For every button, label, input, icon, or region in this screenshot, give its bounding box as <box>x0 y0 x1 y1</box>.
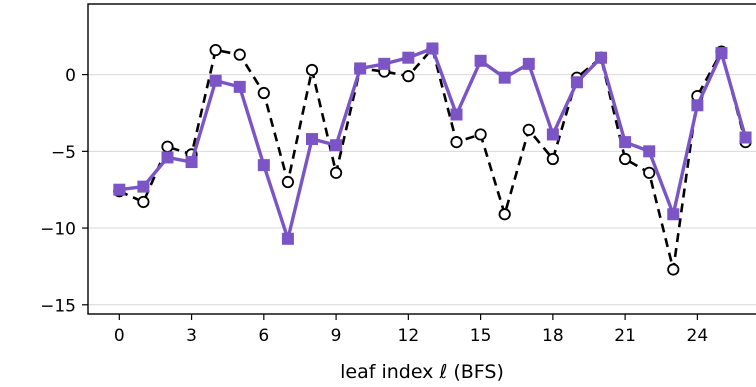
data-point-circle <box>402 70 415 83</box>
x-tick-label: 12 <box>398 326 420 346</box>
data-point-circle <box>498 208 511 221</box>
data-point-circle <box>281 175 295 189</box>
data-point-circle <box>233 48 246 61</box>
data-point-square <box>546 128 559 141</box>
data-point-circle <box>161 140 174 153</box>
data-point-square <box>257 159 270 172</box>
data-point-square <box>378 57 391 70</box>
data-point-square <box>619 136 632 149</box>
data-point-square <box>209 74 222 87</box>
data-point-circle <box>137 195 150 209</box>
x-tick-label: 24 <box>687 326 709 346</box>
y-tick-label: −15 <box>40 296 76 316</box>
data-point-square <box>354 62 367 75</box>
data-point-square <box>233 80 246 93</box>
data-point-circle <box>667 263 680 276</box>
series-line-dashed <box>118 45 747 270</box>
data-point-square <box>426 42 439 55</box>
data-point-square <box>137 180 150 193</box>
data-point-circle <box>450 136 463 149</box>
data-point-circle <box>643 166 656 179</box>
data-point-square <box>185 156 198 169</box>
data-point-square <box>498 71 511 84</box>
x-tick-label: 9 <box>331 326 342 346</box>
x-tick-label: 18 <box>542 326 564 346</box>
plot-frame <box>87 3 756 315</box>
data-point-circle <box>329 166 343 179</box>
y-tick-label: −5 <box>51 143 76 163</box>
x-tick-label: 21 <box>614 326 636 346</box>
data-point-square <box>281 232 294 245</box>
data-point-circle <box>619 152 632 166</box>
data-point-circle <box>209 43 222 57</box>
gridlines <box>88 74 756 306</box>
y-tick-label: 0 <box>65 66 76 86</box>
data-point-square <box>450 108 463 121</box>
data-point-square <box>667 208 680 221</box>
plot-series <box>113 42 752 276</box>
x-tick-label: 3 <box>186 326 197 346</box>
data-point-square <box>715 47 728 60</box>
data-point-circle <box>474 128 487 141</box>
data-point-square <box>113 183 126 196</box>
data-point-square <box>306 133 318 146</box>
x-tick-label: 15 <box>470 326 492 346</box>
data-point-square <box>739 131 752 144</box>
x-tick-label: 6 <box>258 326 269 346</box>
data-point-circle <box>522 123 535 136</box>
data-point-square <box>474 54 487 67</box>
data-point-square <box>691 99 704 112</box>
x-tick-label: 0 <box>114 326 125 346</box>
data-point-square <box>161 151 174 164</box>
data-point-square <box>522 57 535 70</box>
axis-ticks: 0 −5 −10 −15 0 3 6 9 12 15 18 21 24 <box>40 66 708 346</box>
data-point-square <box>402 51 415 64</box>
data-point-square <box>330 139 343 152</box>
data-point-circle <box>546 152 559 166</box>
y-tick-label: −10 <box>40 220 76 240</box>
data-point-circle <box>257 86 270 100</box>
data-point-square <box>595 51 608 64</box>
x-axis-label: leaf index ℓ (BFS) <box>340 361 504 383</box>
data-point-square <box>570 76 583 89</box>
data-point-square <box>643 145 656 158</box>
data-point-circle <box>305 63 319 77</box>
